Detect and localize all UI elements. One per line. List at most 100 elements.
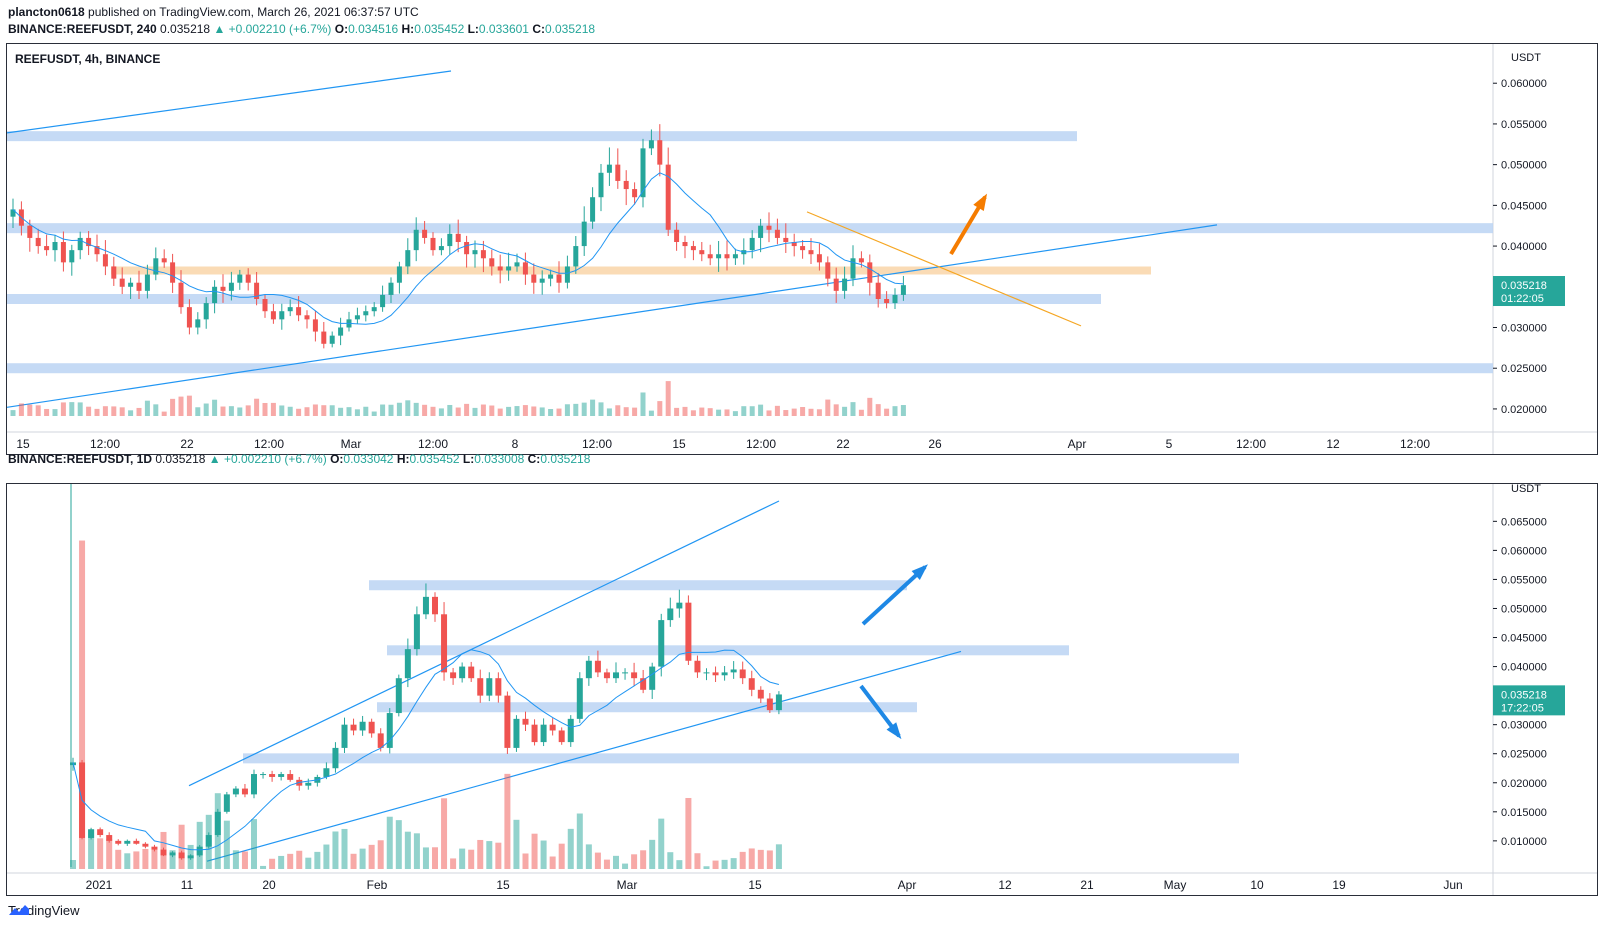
candle-body xyxy=(749,237,755,251)
volume-bar xyxy=(161,411,167,416)
chart-4h-svg[interactable]: 0.060000 0.055000 0.050000 0.045000 0.040000… xyxy=(7,44,1597,454)
volume-bar xyxy=(205,814,212,869)
y-tick-label: 0.045000 xyxy=(1501,200,1547,212)
volume-bar xyxy=(884,408,890,416)
candle-body xyxy=(766,225,772,230)
volume-bar xyxy=(323,844,330,869)
volume-bar xyxy=(395,820,402,869)
candle-body xyxy=(321,331,327,344)
candle-body xyxy=(623,180,629,190)
candle-body xyxy=(269,774,276,777)
volume-bar xyxy=(241,851,248,869)
y-tick-label: 0.010000 xyxy=(1501,836,1547,848)
orange-arrow-head xyxy=(973,193,988,211)
volume-bar xyxy=(825,399,831,416)
publish-text: published on TradingView.com, March 26, … xyxy=(88,5,419,19)
volume-bar xyxy=(128,410,134,416)
volume-bar xyxy=(279,405,285,416)
volume-bar xyxy=(314,851,321,869)
x-tick-label: Feb xyxy=(367,878,388,892)
x-tick-label: 15 xyxy=(16,437,30,451)
candle-body xyxy=(455,233,461,242)
x-tick-label: 12:00 xyxy=(746,437,776,451)
candle-body xyxy=(615,164,621,181)
candle-body xyxy=(142,843,149,847)
volume-bar xyxy=(712,860,719,869)
volume-bar xyxy=(203,403,209,416)
volume-bar xyxy=(237,407,243,416)
candle-body xyxy=(432,596,438,615)
close-1d: 0.035218 xyxy=(540,452,591,466)
volume-bar xyxy=(468,849,475,869)
candle-body xyxy=(730,669,737,673)
volume-bar xyxy=(459,848,466,869)
candle-body xyxy=(900,285,906,295)
volume-bar xyxy=(808,408,814,416)
candle-body xyxy=(694,660,701,673)
volume-bar xyxy=(27,404,33,416)
volume-bar xyxy=(94,408,100,416)
volume-bar xyxy=(102,406,108,416)
candle-body xyxy=(606,164,612,173)
candle-body xyxy=(386,713,393,748)
volume-bar xyxy=(262,402,268,416)
x-tick-label: 12:00 xyxy=(90,437,120,451)
volume-bar xyxy=(615,405,621,416)
chart-panel-1d[interactable]: 0.065000 0.060000 0.055000 0.050000 0.045000… xyxy=(6,483,1598,896)
volume-bar xyxy=(549,856,556,869)
x-tick-label: 10 xyxy=(1250,878,1264,892)
volume-bar xyxy=(522,853,529,869)
volume-bar xyxy=(477,839,484,869)
candle-body xyxy=(712,672,719,676)
candle-body xyxy=(585,660,592,679)
candle-body xyxy=(685,602,692,661)
volume-bar xyxy=(703,866,710,869)
volume-bar xyxy=(136,407,142,416)
candle-body xyxy=(531,274,537,283)
y-tick-label: 0.050000 xyxy=(1501,603,1547,615)
candle-body xyxy=(296,307,302,316)
volume-bar xyxy=(79,540,86,869)
candle-body xyxy=(195,319,201,328)
chart-1d-svg[interactable]: 0.065000 0.060000 0.055000 0.050000 0.045000… xyxy=(7,484,1597,895)
candle-body xyxy=(388,282,394,295)
candle-body xyxy=(35,237,41,247)
candle-body xyxy=(721,672,728,676)
volume-bar xyxy=(153,404,159,416)
x-tick-label: Mar xyxy=(617,878,638,892)
close-4h: 0.035218 xyxy=(545,22,596,36)
low-1d: 0.033008 xyxy=(474,452,525,466)
candle-body xyxy=(558,730,565,743)
volume-bar xyxy=(564,404,570,416)
x-tick-label: Apr xyxy=(898,878,917,892)
symbol-line-4h: BINANCE:REEFUSDT, 240 0.035218 ▲ +0.0022… xyxy=(8,22,596,36)
tradingview-logo-icon xyxy=(9,905,29,915)
y-tick-label: 0.015000 xyxy=(1501,807,1547,819)
symbol-line-1d: BINANCE:REEFUSDT, 1D 0.035218 ▲ +0.00221… xyxy=(8,452,591,466)
volume-bar xyxy=(504,773,511,869)
volume-bar xyxy=(115,849,122,869)
volume-bar xyxy=(413,402,419,416)
volume-bar xyxy=(18,403,24,416)
volume-bar xyxy=(606,408,612,416)
tradingview-brand[interactable]: TradingView xyxy=(8,903,80,918)
y-tick-label: 0.065000 xyxy=(1501,516,1547,528)
x-tick-label: 12:00 xyxy=(1400,437,1430,451)
volume-bar xyxy=(833,404,839,416)
candle-body xyxy=(757,689,764,699)
volume-bar xyxy=(296,850,303,869)
chart-panel-4h[interactable]: 0.060000 0.055000 0.050000 0.045000 0.040000… xyxy=(6,43,1598,455)
volume-bar xyxy=(721,859,728,869)
candle-body xyxy=(270,311,276,320)
candle-body xyxy=(97,829,104,836)
candle-body xyxy=(522,262,528,275)
author-name[interactable]: plancton0618 xyxy=(8,5,85,19)
volume-bar xyxy=(472,407,478,416)
candle-body xyxy=(106,835,113,841)
volume-bar xyxy=(278,855,285,869)
volume-bar xyxy=(732,411,738,416)
candle-body xyxy=(60,242,66,263)
volume-bar xyxy=(35,405,41,416)
candle-body xyxy=(540,724,547,743)
x-tick-label: 5 xyxy=(1166,437,1173,451)
